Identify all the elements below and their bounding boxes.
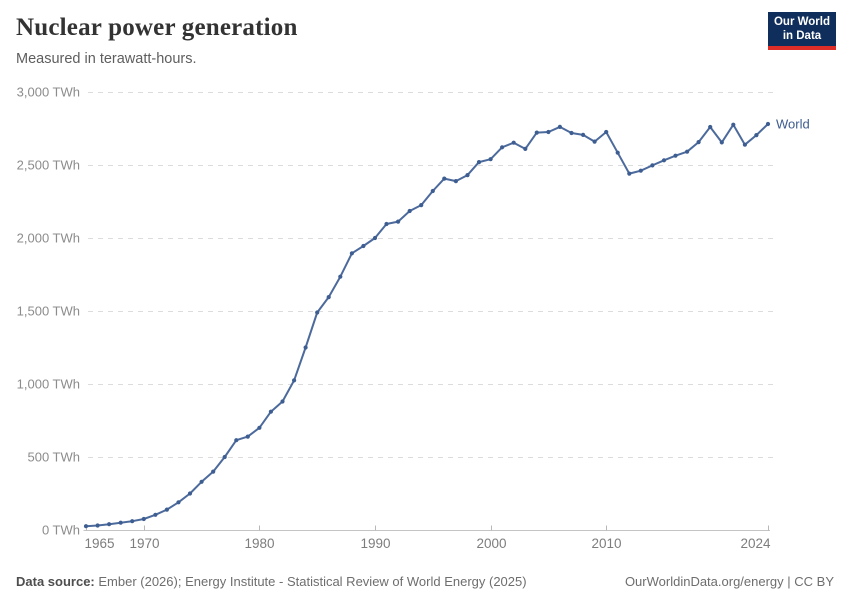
data-point-marker — [534, 130, 539, 135]
data-point-marker — [338, 274, 343, 279]
x-tick-label: 2010 — [591, 536, 621, 551]
data-point-marker — [742, 142, 748, 147]
data-point-marker — [176, 500, 181, 505]
data-point-marker — [476, 160, 482, 165]
data-point-marker — [523, 146, 528, 151]
data-point-marker — [257, 425, 262, 430]
data-point-marker — [164, 507, 169, 512]
x-tick-label: 1965 — [85, 536, 115, 551]
data-point-marker — [708, 124, 713, 130]
data-point-marker — [511, 140, 516, 145]
data-point-marker — [581, 132, 586, 137]
data-point-marker — [500, 145, 505, 150]
chart-footer: Data source: Ember (2026); Energy Instit… — [16, 574, 834, 589]
owid-logo-line2: in Data — [782, 30, 822, 42]
data-point-marker — [442, 176, 447, 181]
data-point-marker — [615, 150, 620, 155]
data-point-marker — [280, 399, 285, 404]
data-source-text: Ember (2026); Energy Institute - Statist… — [94, 574, 527, 589]
data-point-marker — [696, 140, 701, 145]
data-point-marker — [453, 179, 458, 184]
series-label-world[interactable]: World — [776, 116, 810, 131]
y-tick-label: 3,000 TWh — [17, 85, 80, 100]
data-point-marker — [430, 188, 435, 194]
x-tick-label: 2000 — [476, 536, 506, 551]
data-point-marker — [592, 139, 597, 144]
x-tick-label: 1980 — [244, 536, 274, 551]
data-point-marker — [107, 522, 112, 527]
data-point-marker — [557, 124, 563, 129]
data-point-marker — [118, 520, 123, 525]
data-point-marker — [419, 203, 424, 208]
y-tick-label: 2,500 TWh — [17, 158, 80, 173]
data-point-marker — [650, 163, 655, 168]
data-point-marker — [361, 243, 366, 249]
data-point-marker — [315, 310, 320, 315]
data-source-label: Data source: — [16, 574, 95, 589]
world-series-line[interactable] — [85, 123, 769, 528]
data-point-marker — [95, 523, 100, 528]
data-point-marker — [407, 208, 412, 214]
y-tick-label: 1,500 TWh — [17, 304, 80, 319]
data-point-marker — [384, 221, 389, 227]
data-point-marker — [268, 409, 273, 414]
data-point-marker — [303, 345, 308, 350]
owid-logo-line1: Our World — [773, 15, 830, 28]
data-point-marker — [245, 434, 250, 439]
data-point-marker — [604, 129, 609, 135]
data-source-note: Data source: Ember (2026); Energy Instit… — [16, 574, 527, 589]
data-point-marker — [488, 157, 493, 162]
data-point-marker — [372, 235, 378, 241]
x-tick-label: 1990 — [360, 536, 390, 551]
data-point-marker — [211, 469, 216, 474]
y-tick-label: 2,000 TWh — [17, 231, 80, 246]
data-point-marker — [754, 133, 759, 138]
page-title: Nuclear power generation — [16, 14, 298, 41]
license-link[interactable]: OurWorldinData.org/energy | CC BY — [624, 574, 834, 589]
data-point-marker — [234, 438, 239, 443]
y-tick-label: 500 TWh — [27, 450, 80, 465]
data-point-marker — [465, 173, 470, 178]
y-tick-label: 0 TWh — [42, 523, 80, 538]
data-point-marker — [222, 454, 227, 460]
data-point-marker — [141, 516, 146, 522]
data-point-marker — [546, 129, 551, 135]
x-tick-label: 2024 — [740, 536, 771, 551]
data-point-marker — [83, 524, 89, 529]
data-point-marker — [685, 149, 690, 154]
data-point-marker — [292, 378, 297, 383]
data-point-marker — [326, 295, 331, 300]
data-point-marker — [349, 251, 354, 256]
y-axis-labels: 0 TWh 500 TWh 1,000 TWh 1,500 TWh 2,000 TWh 2… — [17, 85, 80, 538]
x-tick-label: 1970 — [129, 536, 159, 551]
data-point-marker — [199, 479, 204, 484]
y-tick-label: 1,000 TWh — [17, 377, 80, 392]
data-point-marker — [638, 168, 643, 173]
data-point-marker — [153, 512, 158, 517]
x-axis: 1965 1970 1980 1990 2000 2010 2024 — [83, 525, 771, 551]
data-point-marker — [130, 519, 135, 524]
data-point-marker — [396, 219, 401, 224]
data-point-marker — [765, 121, 771, 127]
data-point-marker — [187, 491, 193, 496]
data-point-marker — [569, 130, 574, 136]
data-point-marker — [731, 122, 736, 127]
data-point-marker — [719, 140, 724, 145]
gridlines — [88, 92, 776, 458]
data-point-marker — [661, 158, 667, 163]
data-point-marker — [673, 153, 678, 158]
owid-logo[interactable]: Our World in Data — [768, 12, 836, 50]
chart-subtitle: Measured in terawatt-hours. — [16, 51, 197, 67]
data-point-marker — [627, 171, 632, 176]
world-series-markers — [83, 121, 771, 529]
